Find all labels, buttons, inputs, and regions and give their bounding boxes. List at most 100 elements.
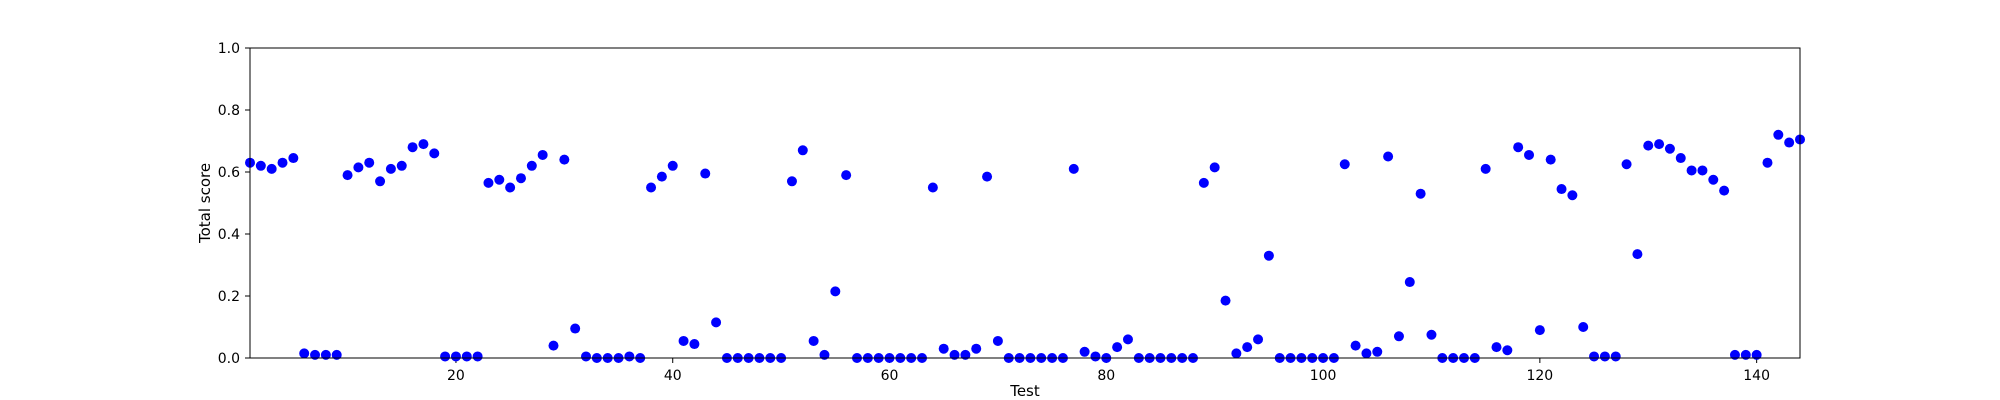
data-point — [667, 160, 678, 171]
data-point — [841, 170, 852, 181]
data-point — [1610, 351, 1621, 362]
data-point — [1383, 151, 1394, 162]
y-tick-label: 0.6 — [218, 165, 240, 181]
data-point — [353, 162, 364, 173]
data-point — [515, 173, 526, 184]
data-point — [1426, 329, 1437, 340]
data-point — [299, 348, 310, 359]
plot-area-frame — [249, 47, 1801, 359]
data-point — [364, 157, 375, 168]
data-point — [1654, 139, 1665, 150]
x-axis-label: Test — [1009, 382, 1040, 400]
data-point — [1578, 322, 1589, 332]
data-point — [711, 317, 722, 328]
data-point — [483, 177, 494, 188]
data-point — [808, 335, 819, 346]
data-point — [255, 160, 266, 171]
data-point — [375, 176, 386, 187]
data-point — [982, 171, 993, 182]
data-point — [700, 168, 711, 179]
data-point — [331, 349, 342, 360]
data-point — [450, 351, 461, 362]
y-tick-label: 0.4 — [218, 227, 240, 243]
data-point — [1708, 174, 1719, 185]
data-point — [1697, 165, 1708, 176]
data-point — [429, 148, 440, 159]
data-point — [1524, 149, 1535, 160]
data-point — [548, 340, 559, 351]
data-point — [1664, 143, 1675, 154]
data-point — [494, 174, 505, 185]
y-axis-label: Total score — [196, 163, 214, 244]
data-point — [1675, 153, 1686, 164]
data-point — [1567, 190, 1578, 201]
data-point — [277, 157, 288, 168]
x-tick-label: 120 — [1526, 368, 1553, 384]
data-point — [1556, 184, 1567, 195]
data-point — [461, 351, 472, 362]
data-point — [1090, 351, 1101, 362]
data-point — [1589, 351, 1600, 362]
data-point — [1393, 331, 1404, 342]
x-tick-label: 40 — [664, 368, 682, 384]
data-point — [288, 153, 299, 164]
data-point — [1415, 188, 1426, 199]
data-point — [505, 182, 516, 193]
data-point — [1263, 250, 1274, 261]
data-point — [1372, 346, 1383, 357]
data-point — [1599, 351, 1610, 362]
data-point — [1719, 185, 1730, 196]
data-point — [1231, 348, 1242, 359]
data-point — [266, 163, 277, 174]
data-point — [624, 351, 635, 362]
data-point — [472, 351, 483, 362]
x-tick-label: 60 — [881, 368, 899, 384]
data-point — [537, 149, 548, 160]
data-point — [1643, 140, 1654, 151]
data-point — [1773, 129, 1784, 140]
data-point — [656, 171, 667, 182]
x-tick-label: 140 — [1743, 368, 1770, 384]
y-tick-label: 0.2 — [218, 289, 240, 305]
data-point — [342, 170, 353, 181]
y-tick-label: 0.0 — [218, 351, 240, 367]
data-point — [1198, 177, 1209, 188]
data-point — [1762, 157, 1773, 168]
data-point — [1339, 159, 1350, 170]
data-point — [1112, 342, 1123, 353]
data-point — [1079, 346, 1090, 357]
data-point — [830, 286, 841, 297]
data-point — [646, 182, 657, 193]
y-tick-label: 0.8 — [218, 103, 240, 119]
data-point — [971, 343, 982, 354]
y-axis-ticks: 0.0 0.2 0.4 0.6 0.8 1.0 — [218, 41, 250, 367]
data-point — [1513, 142, 1524, 153]
data-point — [1480, 163, 1491, 174]
x-axis-ticks: 20 40 60 80 100 120 140 — [447, 358, 1770, 384]
data-point — [1122, 334, 1133, 345]
y-tick-label: 1.0 — [218, 41, 240, 57]
data-point — [938, 343, 949, 354]
data-point — [310, 349, 321, 360]
data-point — [992, 335, 1003, 346]
data-point — [1686, 165, 1697, 176]
data-point — [396, 160, 407, 171]
data-point — [689, 339, 700, 350]
data-point — [1068, 163, 1079, 174]
data-point — [418, 139, 429, 150]
data-point — [1253, 334, 1264, 345]
data-point — [407, 142, 418, 153]
data-point — [1404, 277, 1415, 288]
data-point — [440, 351, 451, 362]
data-point — [320, 349, 331, 360]
data-point — [1209, 162, 1220, 173]
data-point — [678, 335, 689, 346]
data-point — [559, 154, 570, 165]
data-point — [1361, 348, 1372, 359]
data-points — [245, 129, 1805, 363]
data-point — [1751, 349, 1762, 360]
x-tick-label: 20 — [447, 368, 465, 384]
data-point — [1740, 349, 1751, 360]
data-point — [1729, 349, 1740, 360]
